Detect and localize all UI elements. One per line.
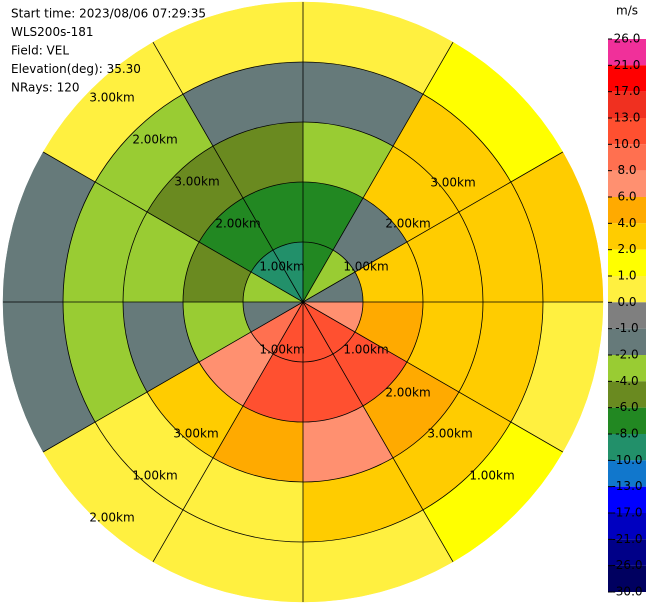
colorbar-label: 21.0 [614,58,641,72]
colorbar-label: 1.0 [617,269,636,283]
ring-label: 1.00km [469,469,514,483]
colorbar-label: -2.0 [615,348,638,362]
ring-label: 3.00km [89,91,134,105]
header-line: Elevation(deg): 35.30 [11,62,141,76]
colorbar-segment [608,249,646,276]
spoke [152,41,304,303]
ring-label: 3.00km [174,175,219,189]
ring-label: 1.00km [259,343,304,357]
ring-label: 1.00km [343,260,388,274]
ring-label: 1.00km [343,343,388,357]
colorbar-label: 13.0 [614,111,641,125]
colorbar-segment [608,276,646,303]
colorbar-label: -1.0 [615,321,638,335]
colorbar-label: 0.0 [617,295,636,309]
ring-label: 2.00km [89,511,134,525]
colorbar-segment [608,355,646,382]
colorbar-title: m/s [616,4,638,18]
ring-label: 2.00km [385,386,430,400]
colorbar-label: 10.0 [614,137,641,151]
ring-label: 3.00km [427,427,472,441]
colorbar-segment [608,407,646,434]
labels: 3.00km 2.00km 3.00km 2.00km 1.00km 1.00km 2.00… [11,7,515,525]
colorbar-label: 8.0 [617,163,636,177]
colorbar-label: -6.0 [615,400,638,414]
field [2,1,604,603]
grid [3,2,603,602]
colorbar-label: -21.0 [611,532,642,546]
colorbar-segment [608,486,646,513]
spoke [42,301,304,453]
colorbar-segment [608,197,646,224]
colorbar-segment [608,460,646,487]
spoke [302,301,454,563]
ring-label: 1.00km [259,260,304,274]
colorbar-label: -4.0 [615,374,638,388]
colorbar-label: 2.0 [617,242,636,256]
colorbar-segment [608,328,646,355]
colorbar-label: -26.0 [611,558,642,572]
colorbar-label: -17.0 [611,506,642,520]
colorbar-segment [608,434,646,461]
colorbar-segment [608,565,646,592]
colorbar-segment [608,513,646,540]
header-line: NRays: 120 [11,81,80,95]
colorbar-segment [608,144,646,171]
colorbar-label: -8.0 [615,427,638,441]
colorbar-label: 17.0 [614,84,641,98]
colorbar-segment [608,39,646,66]
ring-label: 2.00km [385,217,430,231]
spoke [42,151,304,303]
colorbar-label: 6.0 [617,190,636,204]
header-line: Start time: 2023/08/06 07:29:35 [11,7,206,21]
colorbar-label: 26.0 [614,32,641,46]
colorbar-label: -13.0 [611,479,642,493]
colorbar-segment [608,65,646,92]
spoke [302,301,564,453]
spoke [302,41,454,303]
colorbar-segment [608,91,646,118]
colorbar-segment [608,223,646,250]
colorbar-label: 4.0 [617,216,636,230]
colorbar-label: -30.0 [611,585,642,599]
ring-label: 2.00km [215,217,260,231]
spoke [152,301,304,563]
header-line: WLS200s-181 [11,25,94,39]
colorbar-segment [608,302,646,329]
ring-label: 1.00km [132,469,177,483]
spoke [302,151,564,303]
header-line: Field: VEL [11,44,69,58]
colorbar-segment [608,381,646,408]
colorbar-segment [608,118,646,145]
colorbar-segment [608,539,646,566]
ring-label: 3.00km [173,427,218,441]
ring-label: 2.00km [132,133,177,147]
colorbar: m/s 26.0 21.0 17.0 13.0 10.0 8.0 6.0 4.0 2.0 1.0 0.… [608,4,646,599]
ring-label: 3.00km [430,176,475,190]
colorbar-label: -10.0 [611,453,642,467]
colorbar-segment [608,170,646,197]
